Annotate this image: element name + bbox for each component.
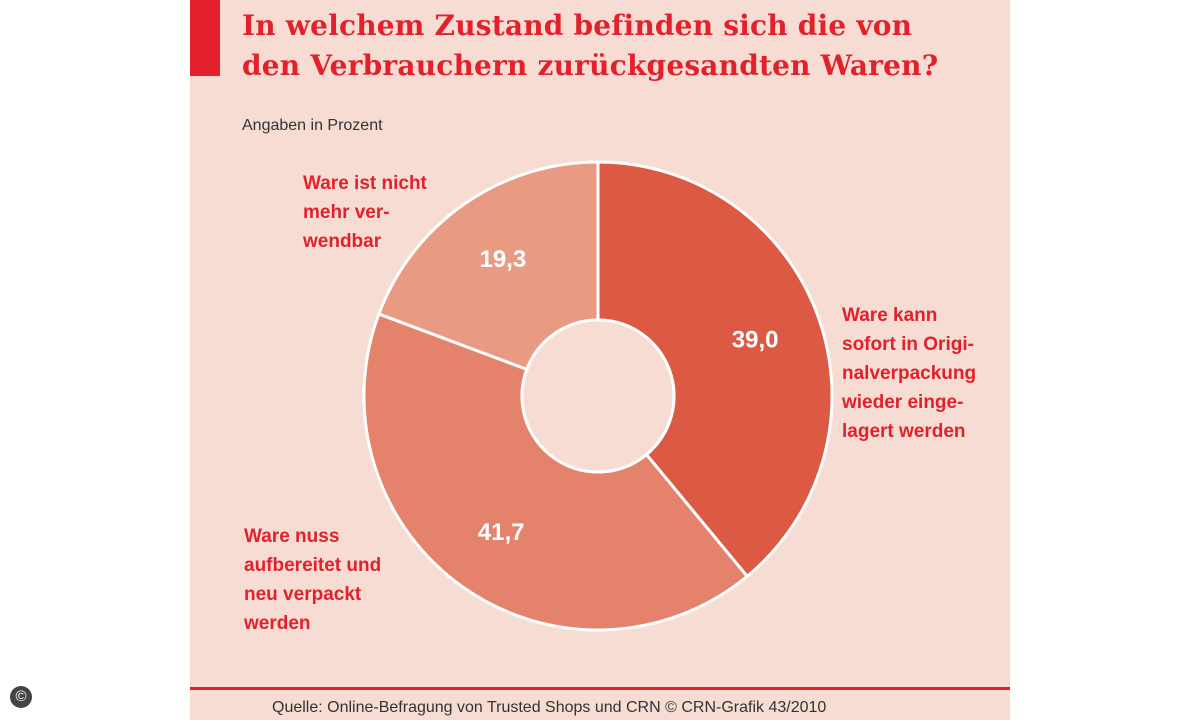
copyright-icon: © [10, 686, 32, 708]
chart-title: In welchem Zustand befinden sich die von… [242, 9, 939, 82]
slice-label-refurbish: Ware nuss aufbereitet und neu verpackt w… [244, 526, 382, 634]
source-note: Quelle: Online-Befragung von Trusted Sho… [272, 699, 827, 716]
chart-subtitle: Angaben in Prozent [242, 117, 383, 134]
slice-refurbish-value: 41,7 [478, 519, 525, 546]
donut-hole [520, 318, 676, 474]
slice-label-unusable: Ware ist nicht mehr ver- wendbar [303, 173, 427, 252]
footer-divider [190, 687, 1010, 690]
slice-unusable-value: 19,3 [479, 246, 526, 273]
slice-label-reusable: Ware kann sofort in Origi- nalverpackung… [842, 305, 977, 442]
slice-reusable-value: 39,0 [732, 326, 779, 353]
title-accent-bar [190, 0, 220, 76]
